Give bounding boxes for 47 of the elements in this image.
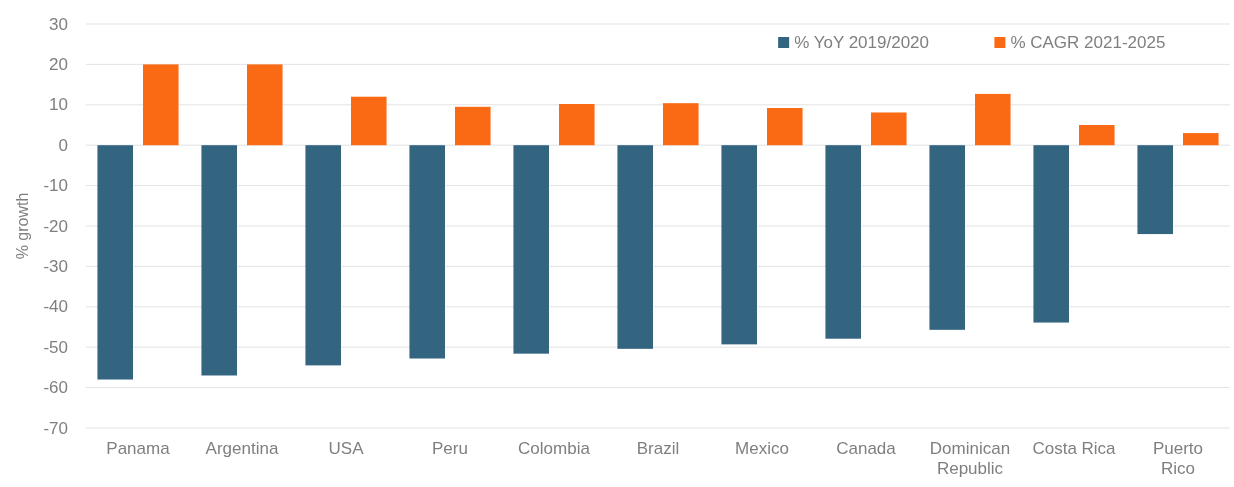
y-tick-label: -10 [43, 176, 68, 196]
bar [871, 112, 907, 146]
bar [305, 145, 341, 366]
y-tick-label: -50 [43, 337, 68, 357]
bar [1137, 145, 1173, 235]
bar [1183, 133, 1219, 146]
x-tick-label: Brazil [636, 439, 680, 458]
bar [97, 145, 133, 380]
bar [201, 145, 237, 376]
bar [351, 96, 387, 146]
bar [825, 145, 861, 339]
y-tick-label: -40 [43, 297, 68, 317]
x-tick-label: Puerto Rico [1152, 439, 1204, 478]
x-tick-label: USA [328, 439, 365, 458]
bar [975, 93, 1011, 146]
legend-label: % YoY 2019/2020 [794, 32, 930, 52]
x-tick-label: Colombia [518, 439, 591, 458]
bar [513, 145, 549, 354]
y-tick-label: 10 [49, 95, 68, 115]
bar [1079, 125, 1115, 146]
x-tick-label: Argentina [205, 439, 279, 458]
x-tick-label: Canada [836, 439, 897, 458]
y-tick-label: -70 [43, 418, 68, 438]
bar [721, 145, 757, 345]
x-tick-label: Peru [432, 439, 468, 458]
y-tick-label: 20 [49, 54, 68, 74]
x-tick-label: Panama [106, 439, 171, 458]
y-tick-label: 0 [58, 135, 68, 155]
bar [455, 106, 491, 146]
bar [247, 64, 283, 146]
y-tick-label: -30 [43, 256, 68, 276]
bar [929, 145, 965, 330]
bar [143, 64, 179, 146]
y-tick-label: -20 [43, 216, 68, 236]
bar [767, 108, 803, 146]
bar [409, 145, 445, 359]
legend-label: % CAGR 2021-2025 [1010, 32, 1166, 52]
y-axis-title: % growth [13, 192, 31, 260]
bar [663, 103, 699, 146]
x-tick-label: Costa Rica [1032, 439, 1117, 458]
bar [559, 103, 595, 146]
y-tick-label: 30 [49, 14, 68, 34]
bar [617, 145, 653, 349]
x-tick-label: Dominican Republic [929, 439, 1011, 478]
y-tick-label: -60 [43, 378, 68, 398]
bar [1033, 145, 1069, 323]
x-tick-label: Mexico [735, 439, 789, 458]
